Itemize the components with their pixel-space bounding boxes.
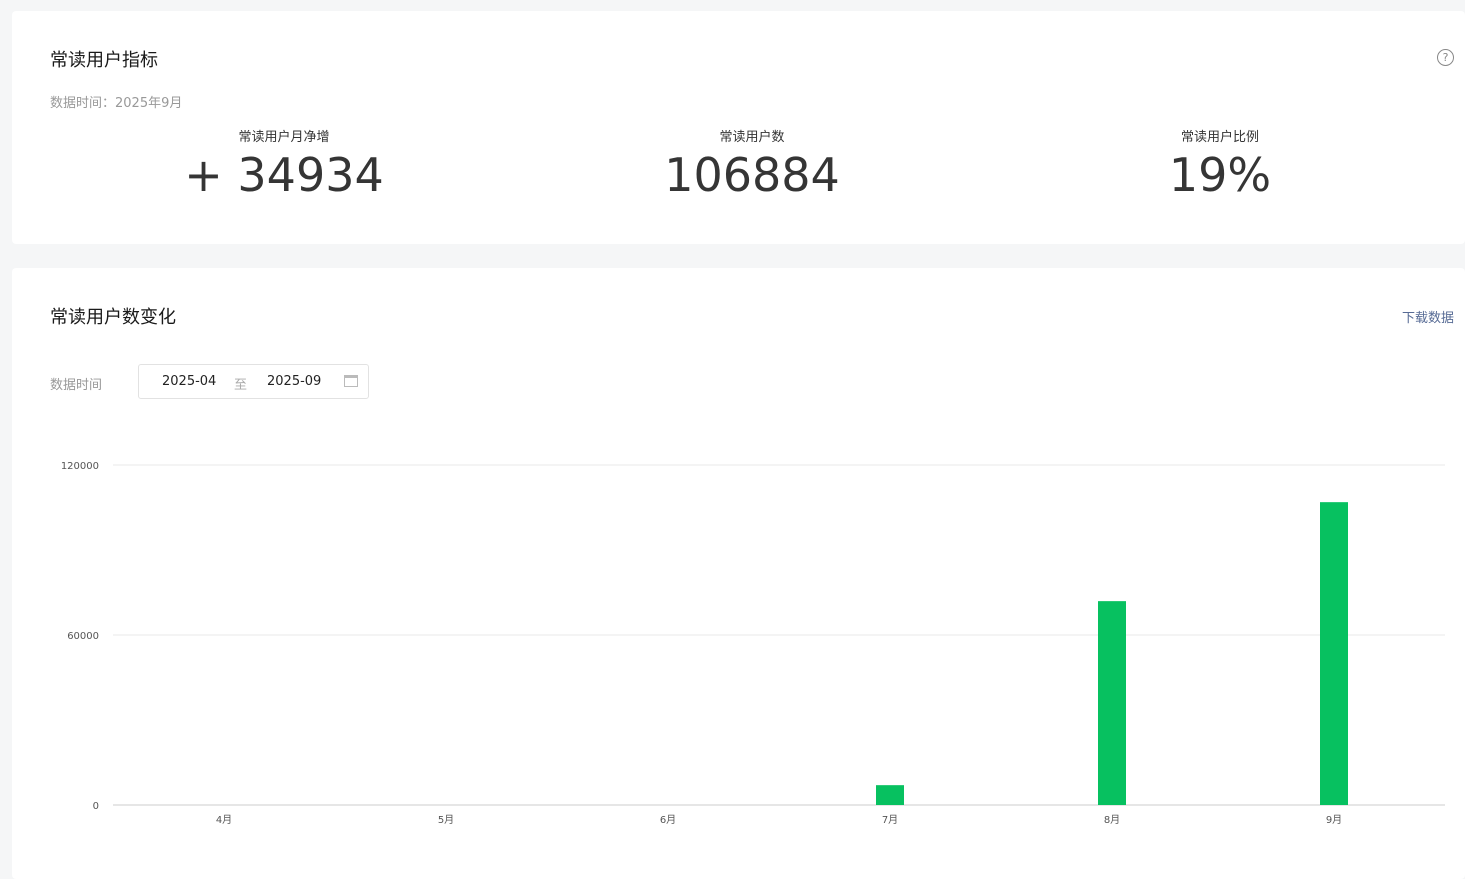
bar[interactable] xyxy=(876,785,904,805)
x-tick-label: 6月 xyxy=(660,814,676,826)
summary-card: 常读用户指标 数据时间：2025年9月 ? 常读用户月净增 + 34934 常读… xyxy=(12,11,1465,244)
metric-label: 常读用户数 xyxy=(719,130,785,145)
date-separator: 至 xyxy=(234,378,248,393)
x-tick-label: 8月 xyxy=(1104,814,1120,826)
bar[interactable] xyxy=(1098,601,1126,805)
metric-ratio: 常读用户比例 19% xyxy=(1070,126,1370,203)
metric-label: 常读用户月净增 xyxy=(238,130,330,145)
metric-net-growth: 常读用户月净增 + 34934 xyxy=(134,126,434,203)
summary-title: 常读用户指标 xyxy=(50,50,158,71)
date-label: 数据时间 xyxy=(50,378,103,393)
x-tick-label: 5月 xyxy=(438,814,454,826)
bar[interactable] xyxy=(1320,502,1348,805)
date-range-picker[interactable]: 2025-04 至 2025-09 xyxy=(138,364,369,399)
trend-card: 常读用户数变化 下载数据 数据时间 2025-04 至 2025-09 xyxy=(12,268,1465,879)
calendar-icon[interactable] xyxy=(344,375,358,387)
summary-data-time: 数据时间：2025年9月 xyxy=(50,96,183,111)
date-start[interactable]: 2025-04 xyxy=(162,374,217,389)
download-data-link[interactable]: 下载数据 xyxy=(1401,311,1454,326)
y-tick-label: 0 xyxy=(93,801,99,812)
x-tick-label: 7月 xyxy=(882,814,898,826)
x-tick-label: 4月 xyxy=(216,814,232,826)
x-tick-label: 9月 xyxy=(1326,814,1342,826)
metric-users: 常读用户数 106884 xyxy=(602,126,902,203)
y-tick-label: 60000 xyxy=(67,631,99,642)
trend-title: 常读用户数变化 xyxy=(50,307,176,328)
metric-value: 19% xyxy=(1168,148,1272,202)
question-circle-icon[interactable]: ? xyxy=(1437,49,1454,66)
metric-label: 常读用户比例 xyxy=(1180,130,1259,145)
date-end[interactable]: 2025-09 xyxy=(267,374,322,389)
metric-value: 106884 xyxy=(664,148,840,202)
metric-value: + 34934 xyxy=(184,148,384,202)
y-tick-label: 120000 xyxy=(61,461,99,472)
